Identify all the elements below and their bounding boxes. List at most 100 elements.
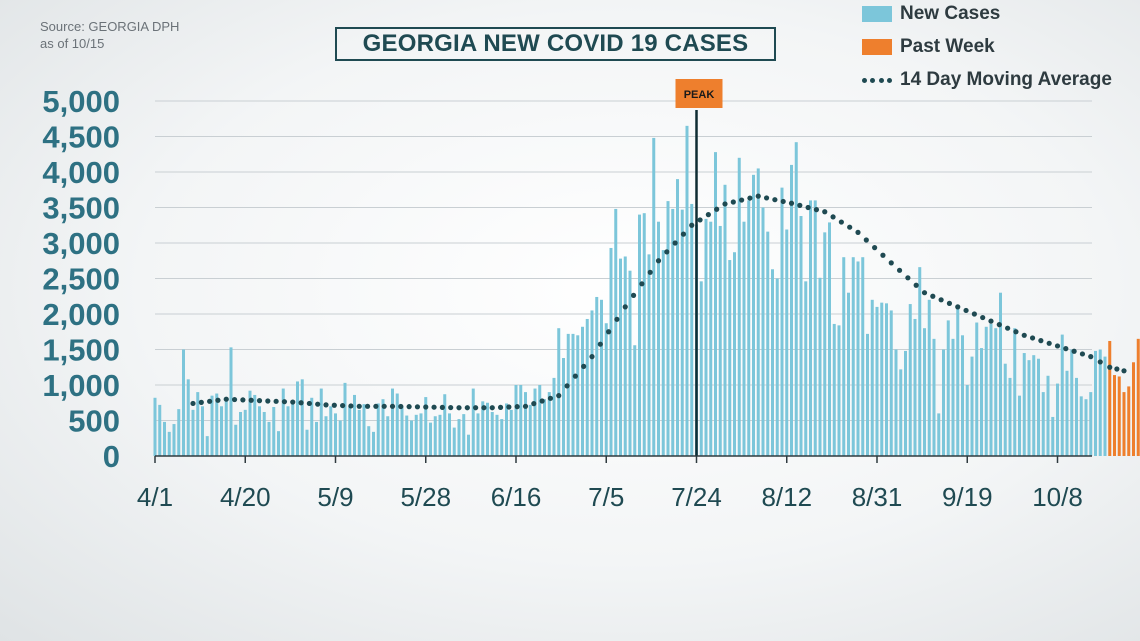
bar-new-cases <box>291 402 295 456</box>
bar-new-cases <box>267 421 271 456</box>
legend-item-past-week: Past Week <box>862 36 995 58</box>
peak-annotation: PEAK <box>675 79 723 456</box>
moving-average-point <box>190 400 196 407</box>
moving-average-point <box>1029 335 1036 341</box>
moving-average-point <box>1038 338 1044 344</box>
bar-new-cases <box>343 382 347 456</box>
bar-new-cases <box>761 207 765 456</box>
bar-new-cases <box>975 322 979 456</box>
moving-average-point <box>664 249 670 255</box>
x-tick-label: 7/24 <box>671 482 722 512</box>
moving-average-point <box>256 398 263 404</box>
bar-new-cases <box>357 409 361 456</box>
moving-average-point <box>364 403 371 409</box>
bar-new-cases <box>566 333 570 456</box>
bar-new-cases <box>476 413 480 456</box>
moving-average-point <box>930 293 936 299</box>
bar-past-week <box>1122 392 1126 456</box>
bar-new-cases <box>395 393 399 456</box>
x-axis-ticks: 4/1 4/20 5/9 5/28 6/16 7/5 7/24 8/12 8/31 9/19 10/… <box>137 482 1083 512</box>
bar-new-cases <box>547 392 551 456</box>
source-line: Source: GEORGIA DPH <box>40 19 180 34</box>
bar-new-cases <box>324 416 328 456</box>
bar-new-cases <box>177 409 181 456</box>
bar-new-cases <box>1098 349 1102 456</box>
bar-new-cases <box>771 269 774 456</box>
moving-average-point <box>1013 329 1019 335</box>
moving-average-point <box>606 329 612 335</box>
bar-past-week <box>1136 338 1140 456</box>
bar-new-cases <box>186 379 190 456</box>
y-tick-label: 4,500 <box>42 120 120 155</box>
bar-new-cases <box>196 392 200 456</box>
bar-new-cases <box>433 416 437 456</box>
bar-new-cases <box>766 231 770 456</box>
bar-new-cases <box>1041 392 1045 456</box>
bar-new-cases <box>471 388 475 456</box>
bar-new-cases <box>509 409 513 456</box>
bar-new-cases <box>1089 392 1093 456</box>
y-tick-label: 1,500 <box>42 333 120 368</box>
moving-average-point <box>448 404 454 411</box>
moving-average-point <box>921 290 928 296</box>
bar-new-cases <box>191 409 195 456</box>
bar-new-cases <box>1084 399 1088 456</box>
moving-average-point <box>1071 348 1077 354</box>
moving-average-point <box>423 404 429 410</box>
bar-past-week <box>1117 376 1121 456</box>
y-tick-label: 3,500 <box>42 191 120 226</box>
bar-new-cases <box>391 388 394 456</box>
bar-new-cases <box>205 436 209 456</box>
bar-new-cases <box>704 218 708 456</box>
bar-new-cases <box>1065 370 1069 456</box>
bar-new-cases <box>353 394 356 456</box>
bar-new-cases <box>804 281 808 456</box>
gridlines <box>155 100 1092 421</box>
bar-new-cases <box>182 349 185 456</box>
y-tick-label: 1,000 <box>42 368 120 403</box>
bar-new-cases <box>467 434 470 456</box>
bar-new-cases <box>481 401 485 456</box>
moving-average-point <box>805 204 811 211</box>
moving-average-point <box>780 198 786 205</box>
peak-label-box <box>675 79 723 108</box>
bar-new-cases <box>286 406 290 456</box>
bar-new-cases <box>210 395 214 456</box>
bar-new-cases <box>723 184 727 456</box>
moving-average-point <box>481 405 487 411</box>
moving-average-point <box>572 373 578 379</box>
moving-average-point <box>1114 366 1120 372</box>
moving-average-point <box>996 322 1002 328</box>
moving-average-point <box>1005 325 1011 331</box>
bar-new-cases <box>386 416 390 456</box>
bar-new-cases <box>894 349 898 456</box>
bar-new-cases <box>1051 416 1055 456</box>
moving-average-point <box>439 404 445 410</box>
bar-new-cases <box>220 406 223 456</box>
bar-new-cases <box>490 411 494 456</box>
moving-average-point <box>306 400 312 407</box>
moving-average-point <box>1121 368 1127 374</box>
bar-new-cases <box>932 338 936 456</box>
bar-new-cases <box>1056 383 1059 456</box>
moving-average-point <box>215 397 221 403</box>
bar-new-cases <box>334 413 337 456</box>
bar-new-cases <box>571 333 575 456</box>
bar-new-cases <box>737 157 741 457</box>
moving-average-point <box>680 231 687 237</box>
bar-new-cases <box>984 326 988 456</box>
bar-new-cases <box>927 299 931 456</box>
bar-new-cases <box>400 406 404 456</box>
bar-new-cases <box>300 379 304 456</box>
bar-new-cases <box>918 267 922 456</box>
x-tick-label: 5/28 <box>400 482 451 512</box>
moving-average-point <box>431 404 437 410</box>
bar-new-cases <box>813 200 817 456</box>
bar-new-cases <box>1037 358 1040 456</box>
moving-average-point <box>265 398 271 404</box>
moving-average-point <box>946 300 953 306</box>
bar-new-cases <box>215 393 219 456</box>
y-tick-label: 4,000 <box>42 155 120 190</box>
bar-new-cases <box>666 201 670 456</box>
moving-average-point <box>207 398 213 404</box>
